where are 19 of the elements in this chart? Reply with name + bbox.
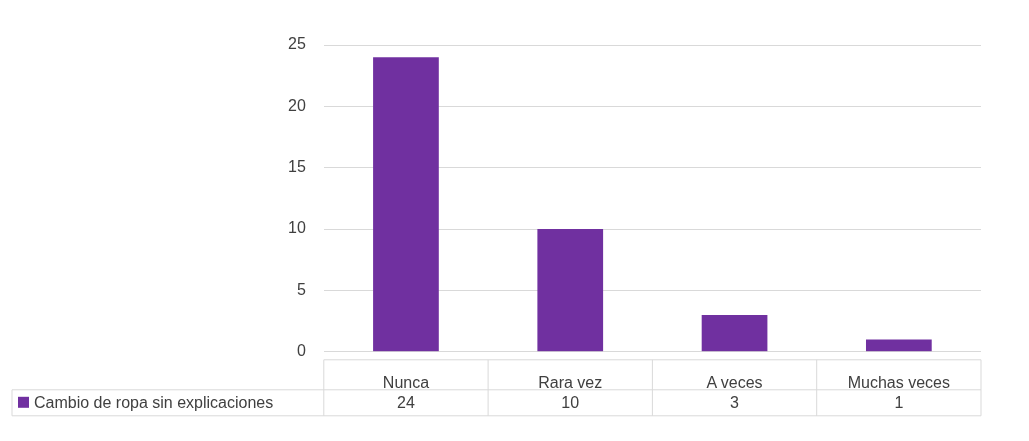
bar — [701, 314, 768, 352]
y-tick-label: 0 — [296, 342, 306, 360]
bar — [373, 57, 439, 352]
data-label: 24 — [397, 394, 415, 412]
y-tick-label: 5 — [296, 280, 306, 298]
data-label: 3 — [730, 394, 740, 412]
x-tick-label: Rara vez — [538, 373, 603, 391]
y-tick-label: 20 — [288, 96, 306, 114]
data-label: 1 — [894, 394, 904, 412]
y-tick-label: 25 — [288, 35, 306, 53]
x-tick-label: Nunca — [382, 373, 430, 391]
y-tick-label: 10 — [288, 219, 306, 237]
bar — [537, 229, 604, 352]
y-tick-label: 15 — [288, 158, 306, 176]
bar — [865, 339, 932, 352]
x-tick-label: Muchas veces — [847, 373, 950, 391]
legend-label: Cambio de ropa sin explicaciones — [34, 394, 274, 412]
data-label: 10 — [561, 394, 580, 412]
x-tick-label: A veces — [706, 373, 763, 391]
